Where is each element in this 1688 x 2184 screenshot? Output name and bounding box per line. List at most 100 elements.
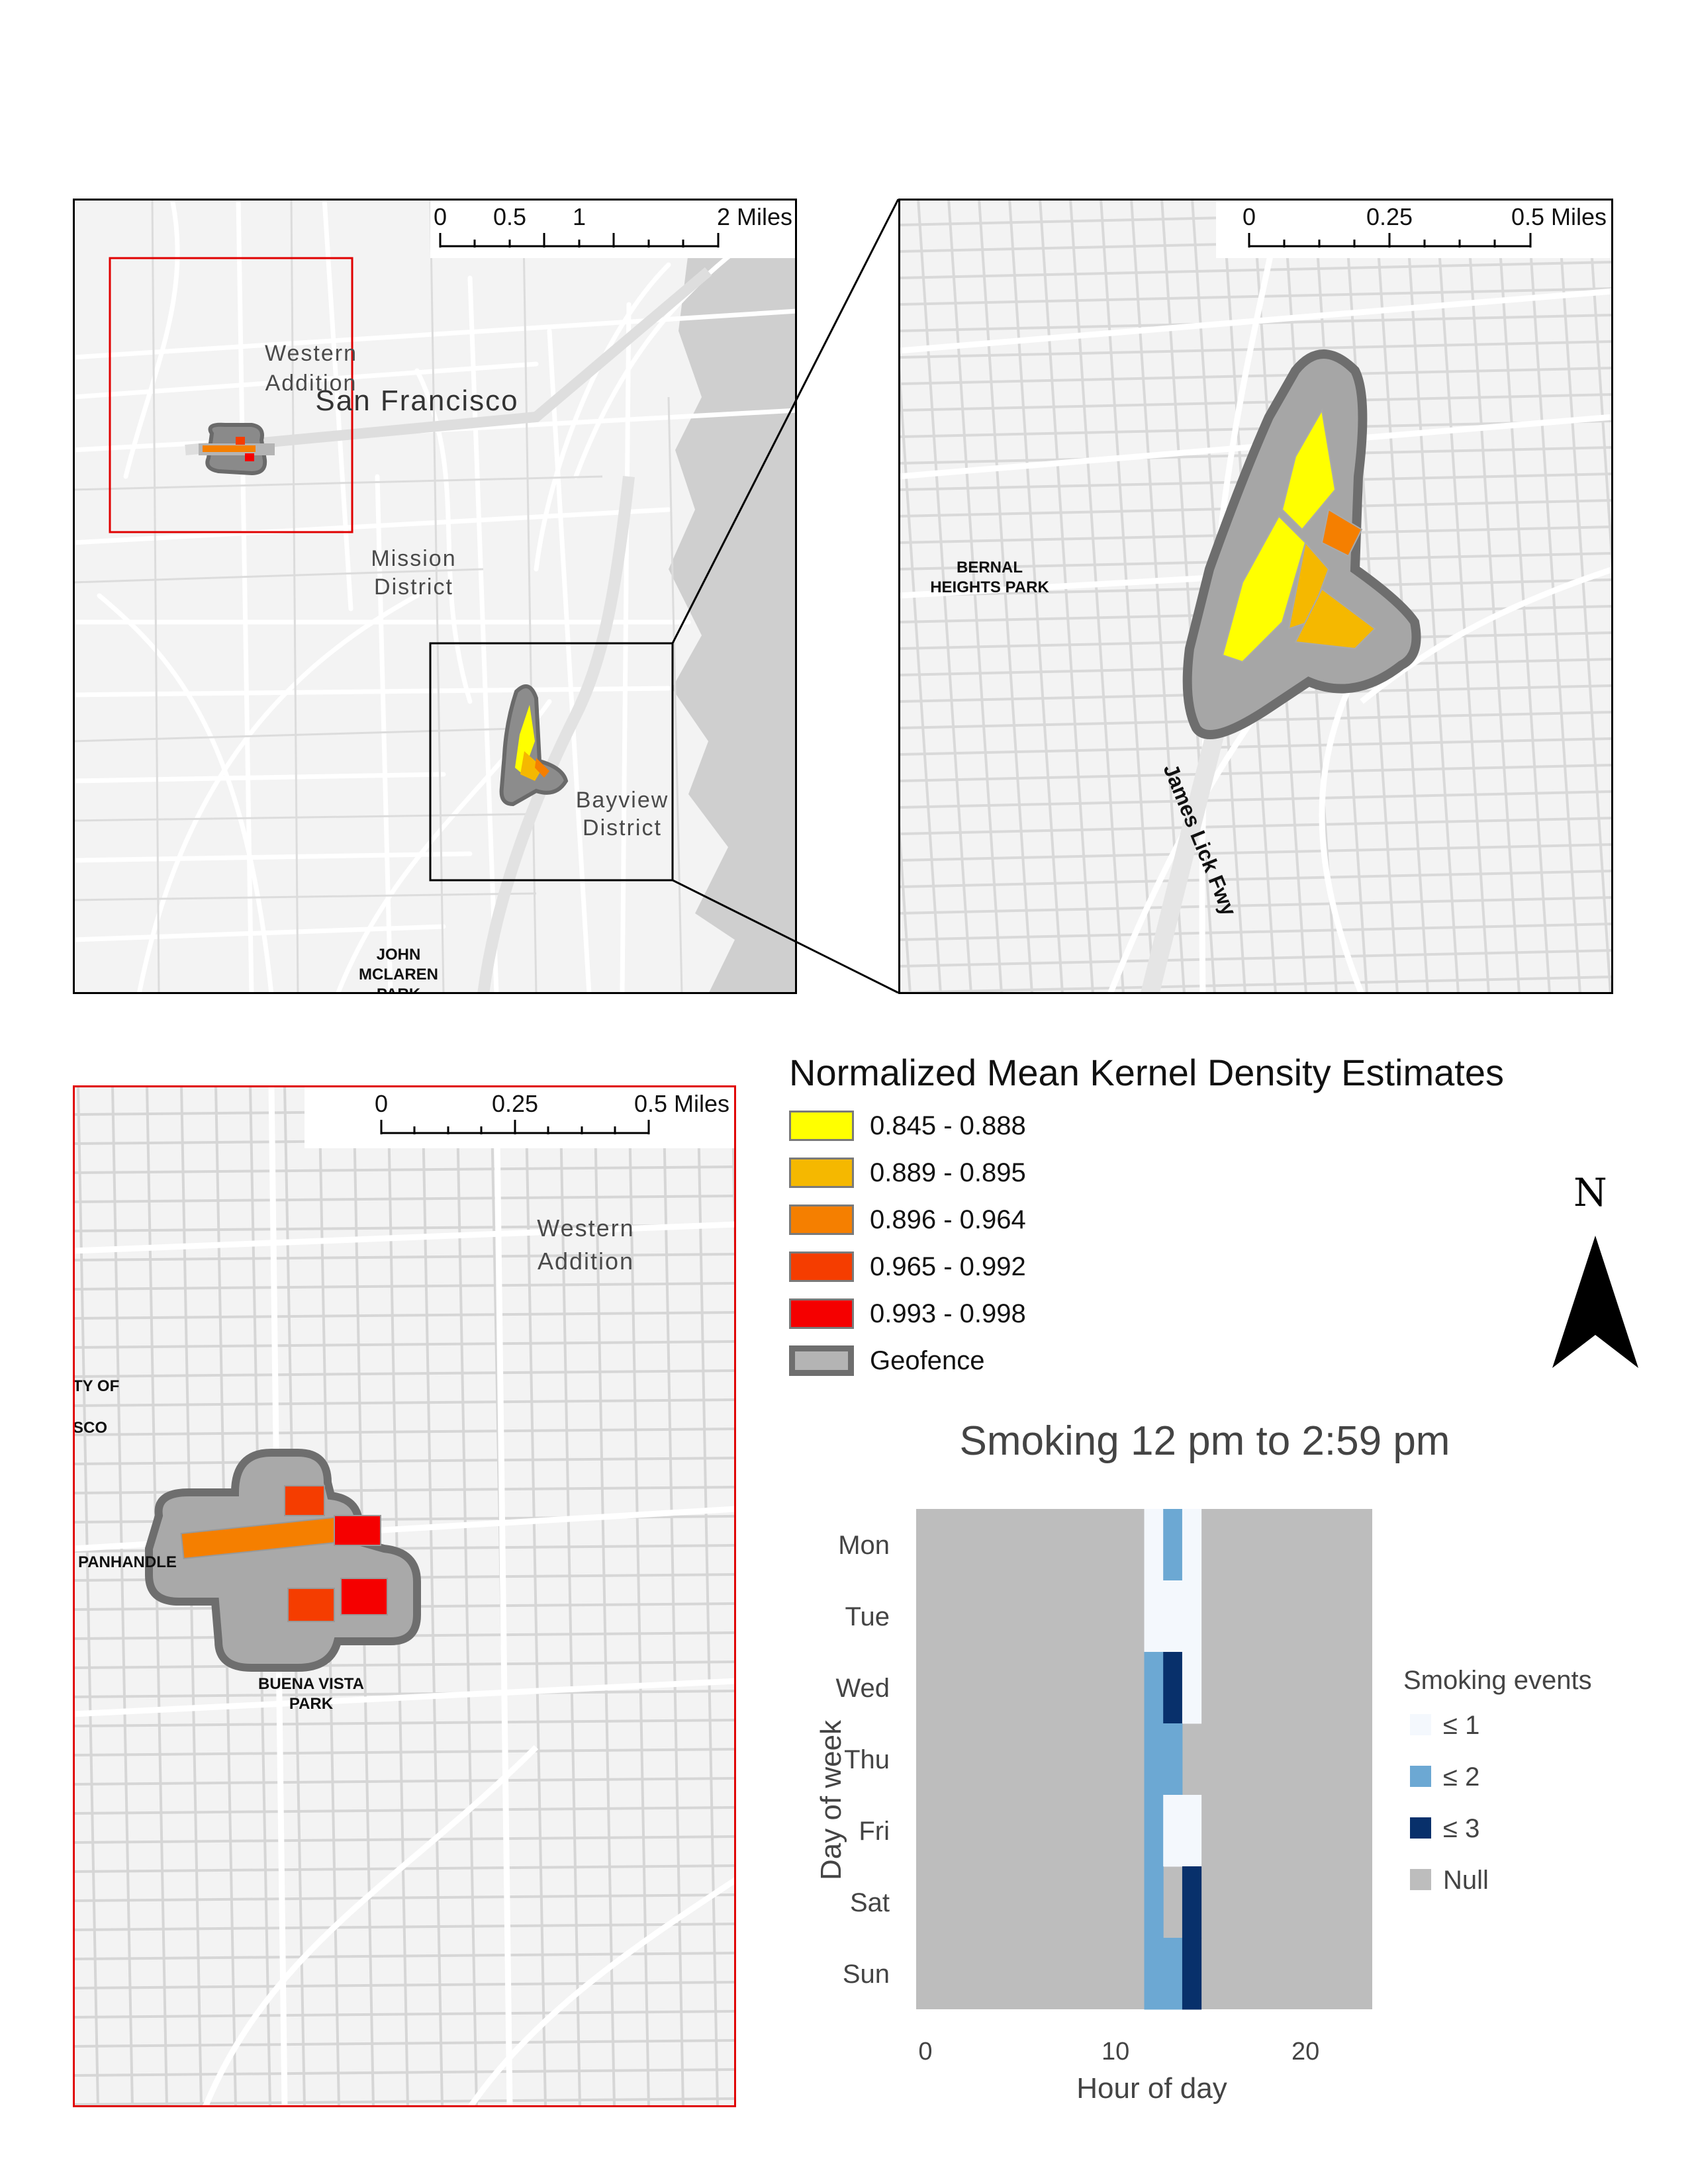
overview-map-canvas: 0 0.5 1 2 Miles Western Addition San Fra… [73,199,797,994]
heatmap-ylabel: Day of week [815,1719,847,1880]
heatmap-cell [1182,1509,1202,1581]
heatmap-cell [1163,1509,1183,1581]
heatmap-y-tick-sat: Sat [850,1888,890,1917]
smoking-heatmap: Smoking 12 pm to 2:59 pm Mon Tue Wed Thu Fri… [815,1418,1592,2105]
label-western-addition-2: Addition [265,371,357,396]
heatmap-y-tick-thu: Thu [844,1745,890,1774]
inset1-scale-tick-2: 0.5 Miles [1511,203,1607,230]
label-bayview-2: District [583,815,662,841]
heatmap-legend-swatch [1410,1869,1431,1890]
heatmap-y-tick-wed: Wed [835,1674,890,1703]
bayview-extent-box[interactable] [429,642,674,882]
heatmap-cell [1144,1795,1164,1867]
legend-item-geofence: Geofence [789,1344,984,1377]
heatmap-x-tick-10: 10 [1102,2038,1129,2066]
heatmap-y-tick-mon: Mon [838,1531,890,1560]
legend-item-2: 0.889 - 0.895 [789,1156,1026,1189]
heatmap-cell [1182,1938,1202,2010]
heatmap-cell [1163,1795,1183,1867]
heatmap-xlabel: Hour of day [1076,2072,1227,2105]
scale-tick-2: 1 [573,203,586,230]
bayview-inset-canvas: 0 0.25 0.5 Miles BERNAL HEIGHTS PARK Jam… [898,199,1613,994]
label-mclaren-1: JOHN [377,946,421,964]
label-bayview-1: Bayview [576,788,669,813]
legend-label-4: 0.965 - 0.992 [870,1251,1026,1281]
legend-item-1: 0.845 - 0.888 [789,1109,1026,1142]
inset1-scale-tick-0: 0 [1243,203,1256,230]
western-scale-bar: 0 0.25 0.5 Miles [305,1085,736,1148]
label-city-of-2: SCO [73,1419,107,1437]
north-arrow-icon [1552,1236,1638,1368]
heatmap-cell [1144,1652,1164,1724]
heatmap-cell [1144,1580,1164,1653]
label-buena-vista-2: PARK [289,1695,334,1713]
scale-tick-0: 0 [434,203,447,230]
overview-map[interactable]: 0 0.5 1 2 Miles Western Addition San Fra… [73,199,797,994]
heatmap-cell [1182,1866,1202,1938]
legend-swatch-5 [789,1298,854,1329]
legend-swatch-3 [789,1205,854,1235]
label-buena-vista-1: BUENA VISTA [258,1675,364,1693]
heatmap-y-tick-fri: Fri [859,1817,890,1846]
north-arrow-label: N [1573,1170,1607,1215]
legend-item-4: 0.965 - 0.992 [789,1250,1026,1283]
label-panhandle: PANHANDLE [78,1553,177,1571]
label-mclaren-3: PARK [377,985,421,994]
western-geofence-mini [199,422,275,476]
inset-connector-lines [671,199,900,994]
heatmap-y-tick-labels: Mon Tue Wed Thu Fri Sat Sun [835,1531,890,1989]
heatmap-legend: ≤ 1 ≤ 2 ≤ 3 Null [1410,1711,1489,1895]
inset2-scale-tick-0: 0 [375,1090,388,1117]
legend-swatch-2 [789,1158,854,1188]
label-western-2: Addition [538,1248,634,1275]
heatmap-legend-swatch [1410,1817,1431,1839]
legend-title: Normalized Mean Kernel Density Estimates [789,1052,1504,1093]
heatmap-cell [1182,1580,1202,1653]
freeway [185,267,712,455]
legend-label-2: 0.889 - 0.895 [870,1158,1026,1187]
heatmap-cell [1163,1938,1183,2010]
heatmap-y-tick-tue: Tue [845,1602,890,1631]
scale-tick-1: 0.5 [493,203,526,230]
label-mission-1: Mission [371,546,456,571]
legend-item-3: 0.896 - 0.964 [789,1203,1026,1236]
bayview-inset-map[interactable]: 0 0.25 0.5 Miles BERNAL HEIGHTS PARK Jam… [898,199,1613,994]
james-lick-fwy-line [477,476,635,994]
legend-swatch-geofence [789,1345,854,1376]
label-city-of-1: TY OF [73,1377,119,1395]
heatmap-legend-label: ≤ 2 [1443,1762,1479,1792]
overview-scale-bar: 0 0.5 1 2 Miles [430,199,797,258]
bayview-geofence-mini [499,684,569,807]
heatmap-cell [1163,1723,1183,1796]
label-western-addition-1: Western [265,341,357,366]
label-mission-2: District [374,574,453,600]
heatmap-cell [1144,1866,1164,1938]
heatmap-x-tick-labels: 0 10 20 [918,2038,1319,2066]
heatmap-legend-swatch [1410,1714,1431,1735]
heatmap-cell [1144,1723,1164,1796]
heatmap-legend-label: ≤ 3 [1443,1814,1479,1843]
western-inset-canvas: 0 0.25 0.5 Miles Western Addition TY OF … [73,1085,736,2107]
western-inset-map[interactable]: 0 0.25 0.5 Miles Western Addition TY OF … [73,1085,736,2107]
western-extent-box[interactable] [109,257,353,533]
inset2-scale-tick-2: 0.5 Miles [634,1090,729,1117]
heatmap-cell [1163,1652,1183,1724]
heatmap-legend-swatch [1410,1766,1431,1787]
legend-label-3: 0.896 - 0.964 [870,1205,1026,1234]
western-geofence [145,1449,421,1672]
label-bernal-1: BERNAL [957,559,1023,576]
label-mclaren-2: MCLAREN [359,966,438,983]
heatmap-x-tick-20: 20 [1291,2038,1319,2066]
bayview-scale-bar: 0 0.25 0.5 Miles [1216,199,1613,258]
heatmap-title: Smoking 12 pm to 2:59 pm [960,1418,1450,1464]
legend-label-5: 0.993 - 0.998 [870,1298,1026,1328]
heatmap-legend-label: ≤ 1 [1443,1711,1479,1740]
label-western-1: Western [537,1214,634,1242]
overview-minor-streets [73,199,683,994]
heatmap-cells [1144,1509,1202,2010]
scale-tick-3: 2 Miles [717,203,792,230]
bayview-geofence [1182,349,1421,739]
heatmap-cell [1163,1580,1183,1653]
heatmap-y-tick-sun: Sun [843,1960,890,1989]
legend-label-1: 0.845 - 0.888 [870,1111,1026,1140]
